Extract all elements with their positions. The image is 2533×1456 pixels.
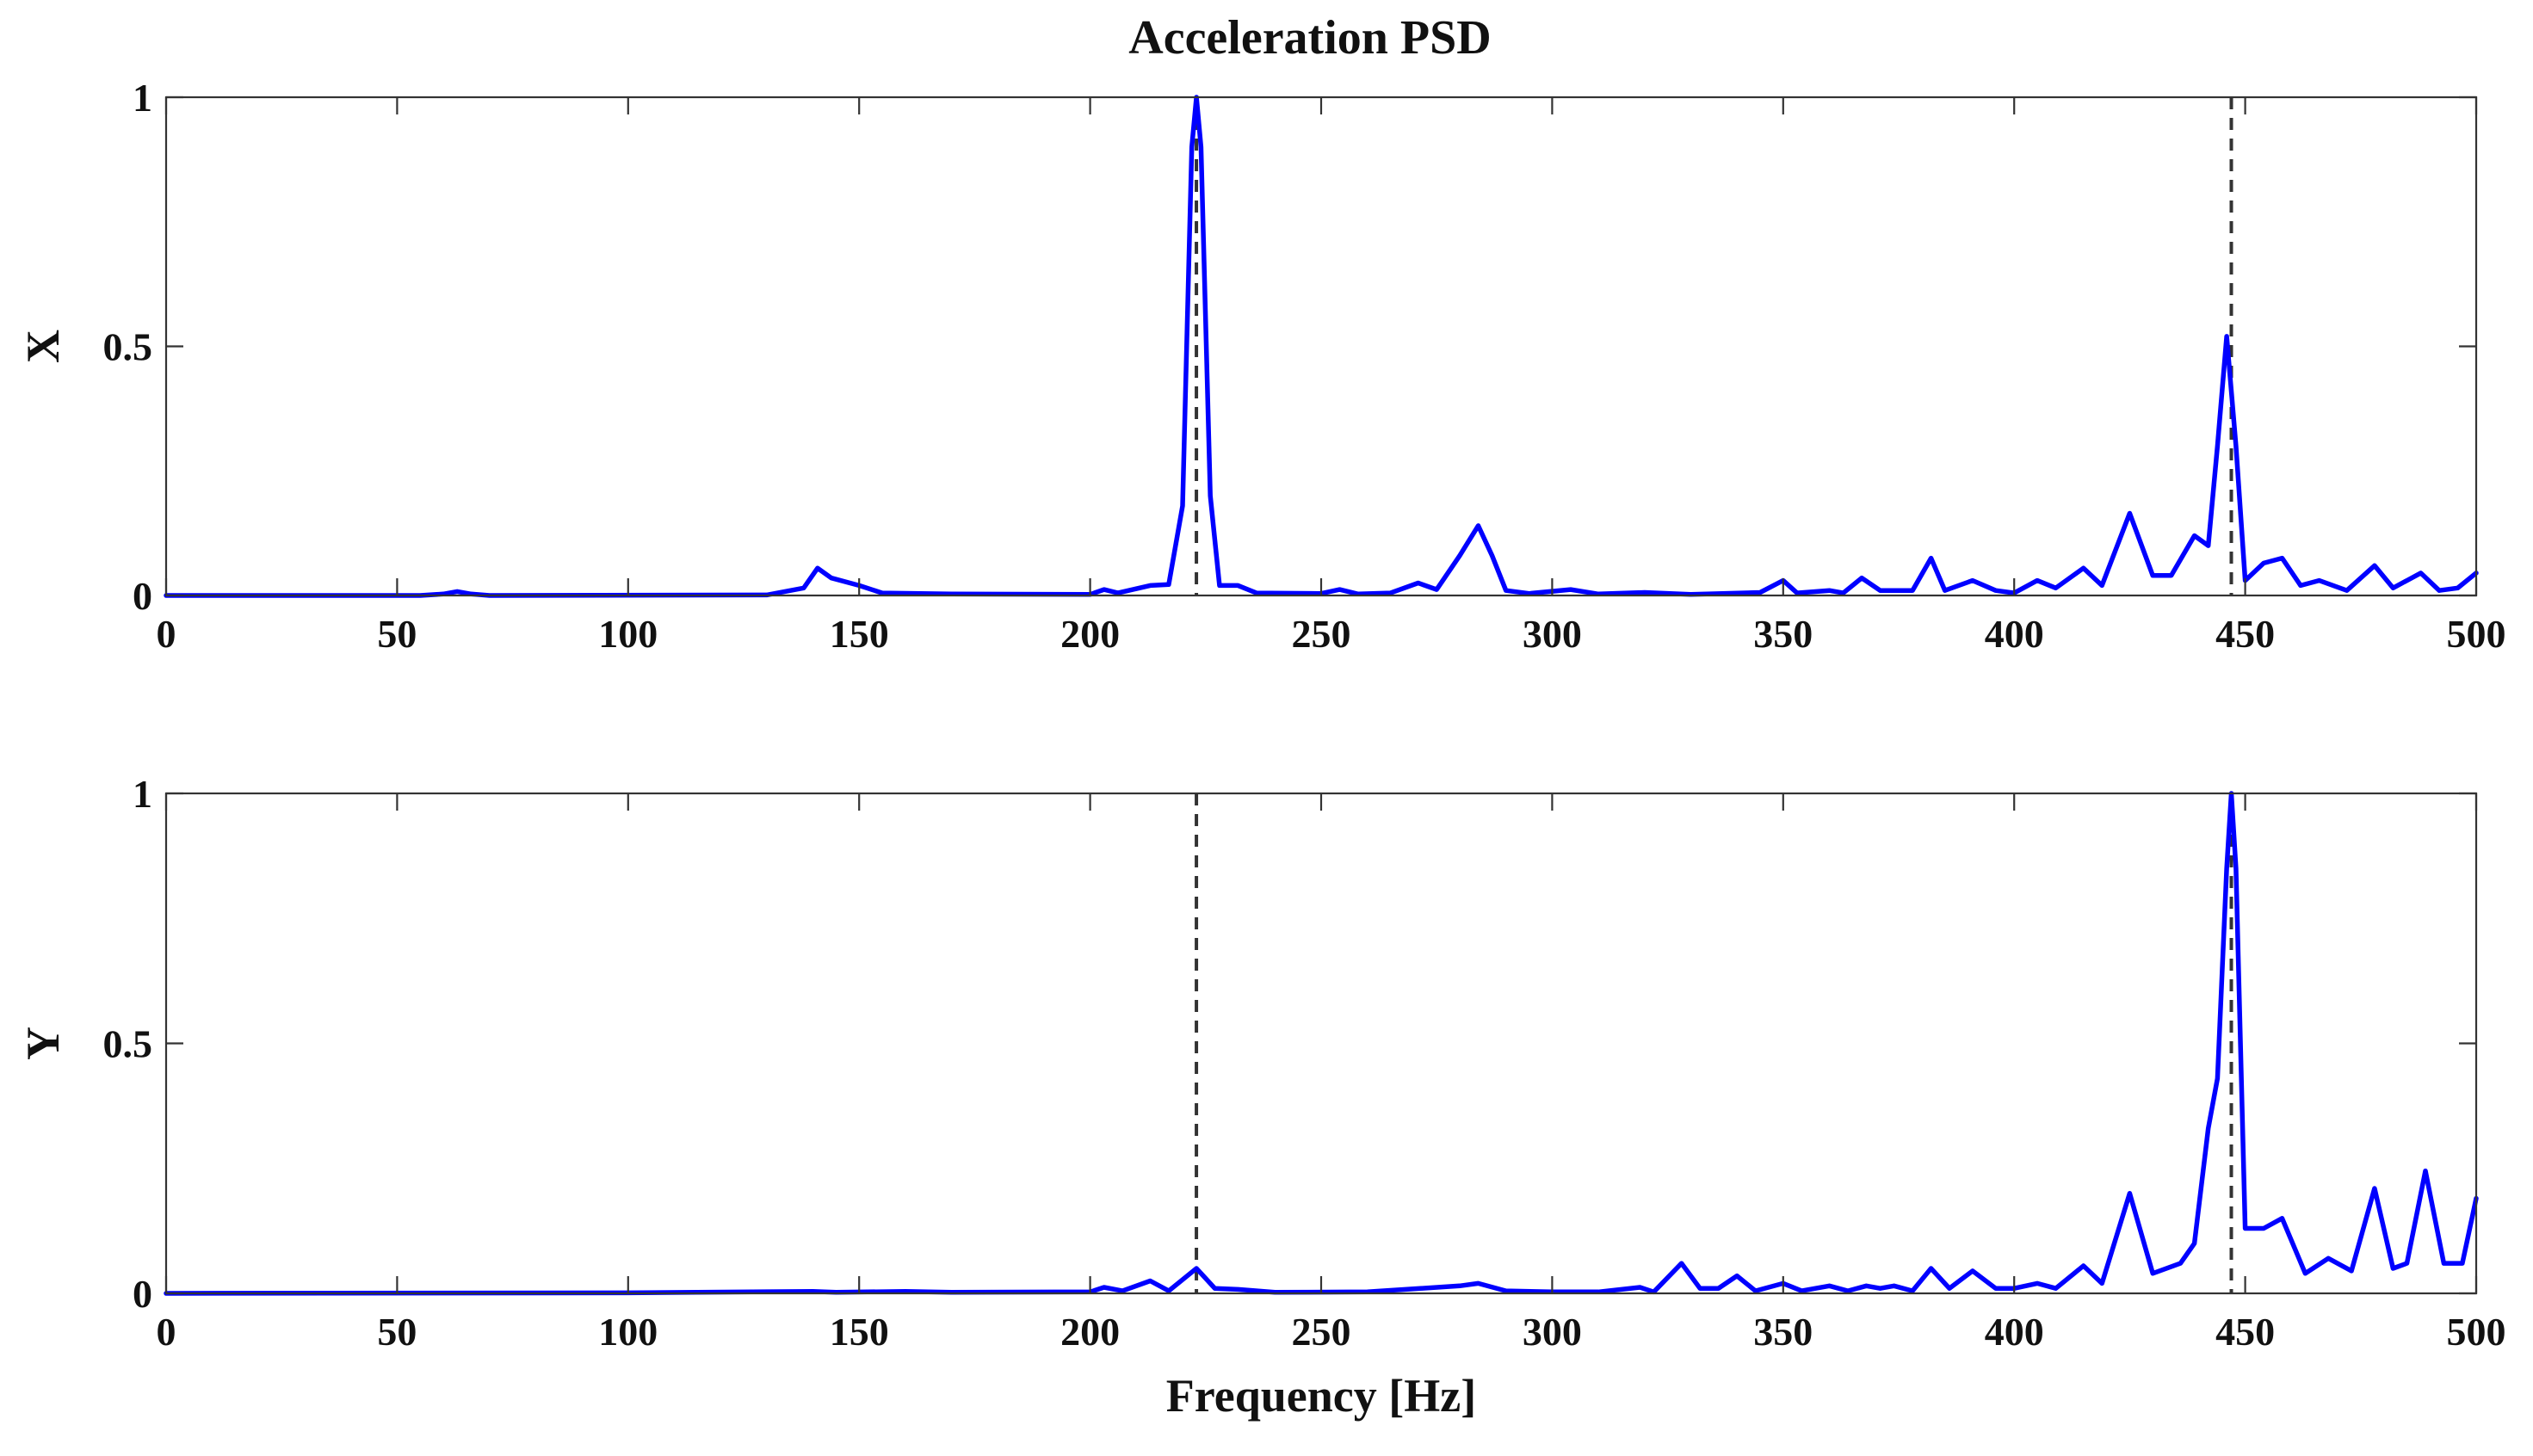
y-axis-psd-panel: 0 50 100 150 200 250 300 350 400 450 500 0 0.5 1 Y Freq… (17, 772, 2506, 1422)
x-tick-label: 200 (1060, 1310, 1120, 1354)
x-tick-label: 350 (1753, 1310, 1813, 1354)
x-tick-label: 250 (1292, 1310, 1351, 1354)
x-tick-label: 0 (157, 1310, 176, 1354)
x-tick-label: 200 (1060, 612, 1120, 656)
x-axis-psd-panel: 0 50 100 150 200 250 300 350 400 450 500 0 0.5 1 X (17, 76, 2506, 656)
x-tick-label: 150 (830, 612, 889, 656)
x-tick-label: 100 (598, 612, 658, 656)
y-tick-label: 0.5 (103, 325, 153, 369)
y-tick-label: 1 (133, 772, 152, 816)
y-tick-label: 0 (133, 574, 152, 618)
y-axis-label: Y (17, 1027, 69, 1060)
x-tick-label: 300 (1523, 1310, 1582, 1354)
y-tick-label: 1 (133, 76, 152, 120)
x-tick-label: 500 (2447, 1310, 2506, 1354)
x-tick-label: 50 (377, 1310, 417, 1354)
x-tick-label: 450 (2215, 612, 2275, 656)
x-tick-label: 0 (157, 612, 176, 656)
x-tick-label: 100 (598, 1310, 658, 1354)
x-tick-label: 500 (2447, 612, 2506, 656)
y-tick-label: 0.5 (103, 1022, 153, 1066)
x-tick-label: 400 (1985, 612, 2044, 656)
x-tick-label: 50 (377, 612, 417, 656)
x-tick-label: 450 (2215, 1310, 2275, 1354)
x-tick-label: 150 (830, 1310, 889, 1354)
x-tick-label: 400 (1985, 1310, 2044, 1354)
psd-series-line (164, 791, 2479, 1296)
x-tick-label: 300 (1523, 612, 1582, 656)
chart-title: Acceleration PSD (1128, 11, 1491, 65)
y-tick-label: 0 (133, 1272, 152, 1316)
x-tick-label: 250 (1292, 612, 1351, 656)
x-axis-label: Frequency [Hz] (1166, 1370, 1476, 1422)
x-tick-label: 350 (1753, 612, 1813, 656)
axes-box (164, 96, 2478, 597)
axes-box (164, 792, 2478, 1295)
psd-series-line (164, 95, 2479, 598)
y-axis-label: X (17, 330, 69, 363)
